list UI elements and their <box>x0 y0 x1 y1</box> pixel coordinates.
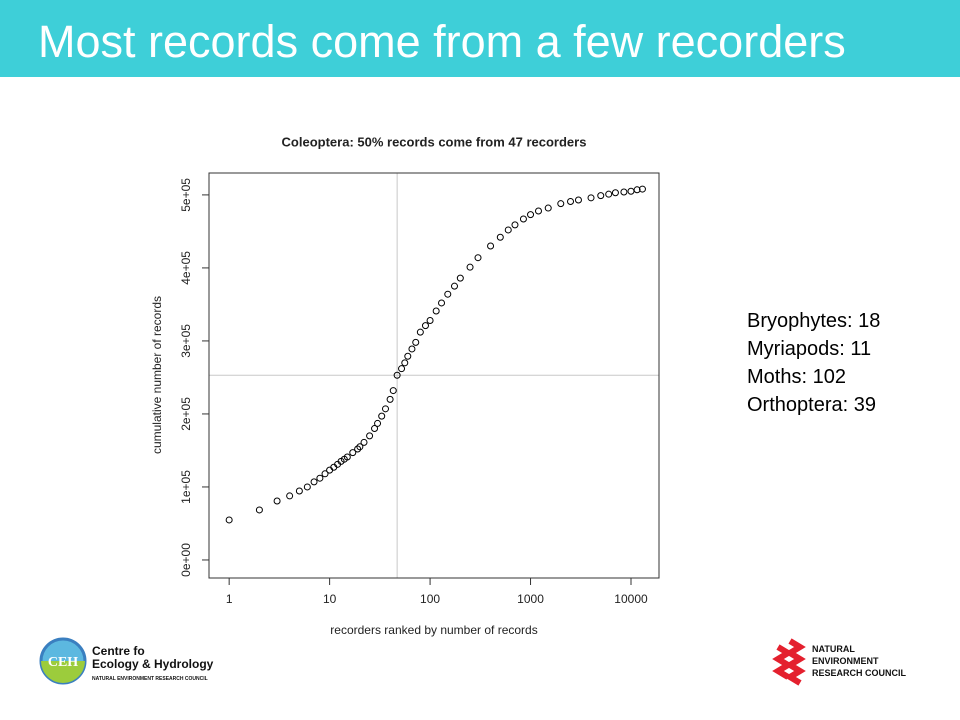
point <box>303 483 311 491</box>
point <box>496 233 504 241</box>
point <box>611 189 619 197</box>
x-tick-label: 1 <box>226 592 233 606</box>
point <box>286 492 294 500</box>
logo-text: RESEARCH COUNCIL <box>812 668 907 678</box>
note: Bryophytes: 18 <box>747 310 880 332</box>
point <box>587 194 595 202</box>
point <box>432 307 440 315</box>
point <box>356 443 364 451</box>
point <box>321 470 329 478</box>
point <box>620 188 628 196</box>
point <box>416 328 424 336</box>
y-tick-label: 0e+00 <box>179 543 193 577</box>
point <box>527 211 535 219</box>
point <box>627 187 635 195</box>
note: Moths: 102 <box>747 366 846 388</box>
point <box>374 419 382 427</box>
y-tick-label: 3e+05 <box>179 324 193 358</box>
logo-text: NATURAL ENVIRONMENT RESEARCH COUNCIL <box>92 676 208 682</box>
point <box>633 186 641 194</box>
point <box>366 432 374 440</box>
point <box>487 242 495 250</box>
point <box>444 290 452 298</box>
point <box>273 497 281 505</box>
point <box>544 204 552 212</box>
x-tick-label: 1000 <box>517 592 544 606</box>
logo-text: ENVIRONMENT <box>812 656 879 666</box>
point <box>412 338 420 346</box>
chart-title: Coleoptera: 50% records come from 47 rec… <box>282 134 587 149</box>
point <box>343 453 351 461</box>
nerc-logo: NATURAL ENVIRONMENT RESEARCH COUNCIL <box>772 638 907 686</box>
note: Orthoptera: 39 <box>747 394 876 416</box>
point <box>326 466 334 474</box>
point <box>316 474 324 482</box>
point <box>426 316 434 324</box>
logo-text: NATURAL <box>812 644 855 654</box>
logo-half <box>41 661 85 683</box>
point <box>225 516 233 524</box>
point <box>504 226 512 234</box>
point <box>466 263 474 271</box>
point <box>360 438 368 446</box>
point <box>421 322 429 330</box>
point <box>389 387 397 395</box>
point <box>408 345 416 353</box>
notes: Bryophytes: 18 Myriapods: 11 Moths: 102 … <box>747 310 880 416</box>
slide-title: Most records come from a few recorders <box>38 16 846 67</box>
point <box>638 185 646 193</box>
x-tick-label: 10000 <box>614 592 648 606</box>
ceh-logo: CEH Centre fo Ecology & Hydrology NATURA… <box>39 637 214 685</box>
logo-text: Ecology & Hydrology <box>92 657 214 671</box>
point <box>456 274 464 282</box>
point <box>605 190 613 198</box>
point <box>349 449 357 457</box>
plot-frame <box>208 172 660 579</box>
y-tick-label: 2e+05 <box>179 397 193 431</box>
point <box>398 365 406 373</box>
point <box>450 282 458 290</box>
point <box>404 352 412 360</box>
point <box>511 221 519 229</box>
note: Myriapods: 11 <box>747 338 871 360</box>
point <box>295 487 303 495</box>
point <box>567 197 575 205</box>
point <box>474 254 482 262</box>
x-tick-label: 10 <box>323 592 337 606</box>
point <box>557 200 565 208</box>
point <box>382 405 390 413</box>
y-tick-label: 4e+05 <box>179 251 193 285</box>
point <box>534 207 542 215</box>
logo-mark: CEH <box>48 655 78 670</box>
point <box>574 196 582 204</box>
point <box>378 412 386 420</box>
y-tick-label: 1e+05 <box>179 470 193 504</box>
point <box>438 299 446 307</box>
x-axis-label: recorders ranked by number of records <box>330 623 537 637</box>
y-axis-label: cumulative number of records <box>150 296 164 454</box>
point <box>519 215 527 223</box>
x-tick-label: 100 <box>420 592 440 606</box>
point <box>386 395 394 403</box>
point <box>393 371 401 379</box>
point <box>310 478 318 486</box>
point <box>371 425 379 433</box>
point <box>255 506 263 514</box>
point <box>354 445 362 453</box>
logo-text: Centre fo <box>92 644 145 658</box>
y-tick-label: 5e+05 <box>179 178 193 212</box>
point <box>401 359 409 367</box>
header-bar <box>0 0 960 77</box>
point <box>597 192 605 200</box>
chart: Coleoptera: 50% records come from 47 rec… <box>150 134 660 637</box>
logo-mark <box>772 638 806 686</box>
